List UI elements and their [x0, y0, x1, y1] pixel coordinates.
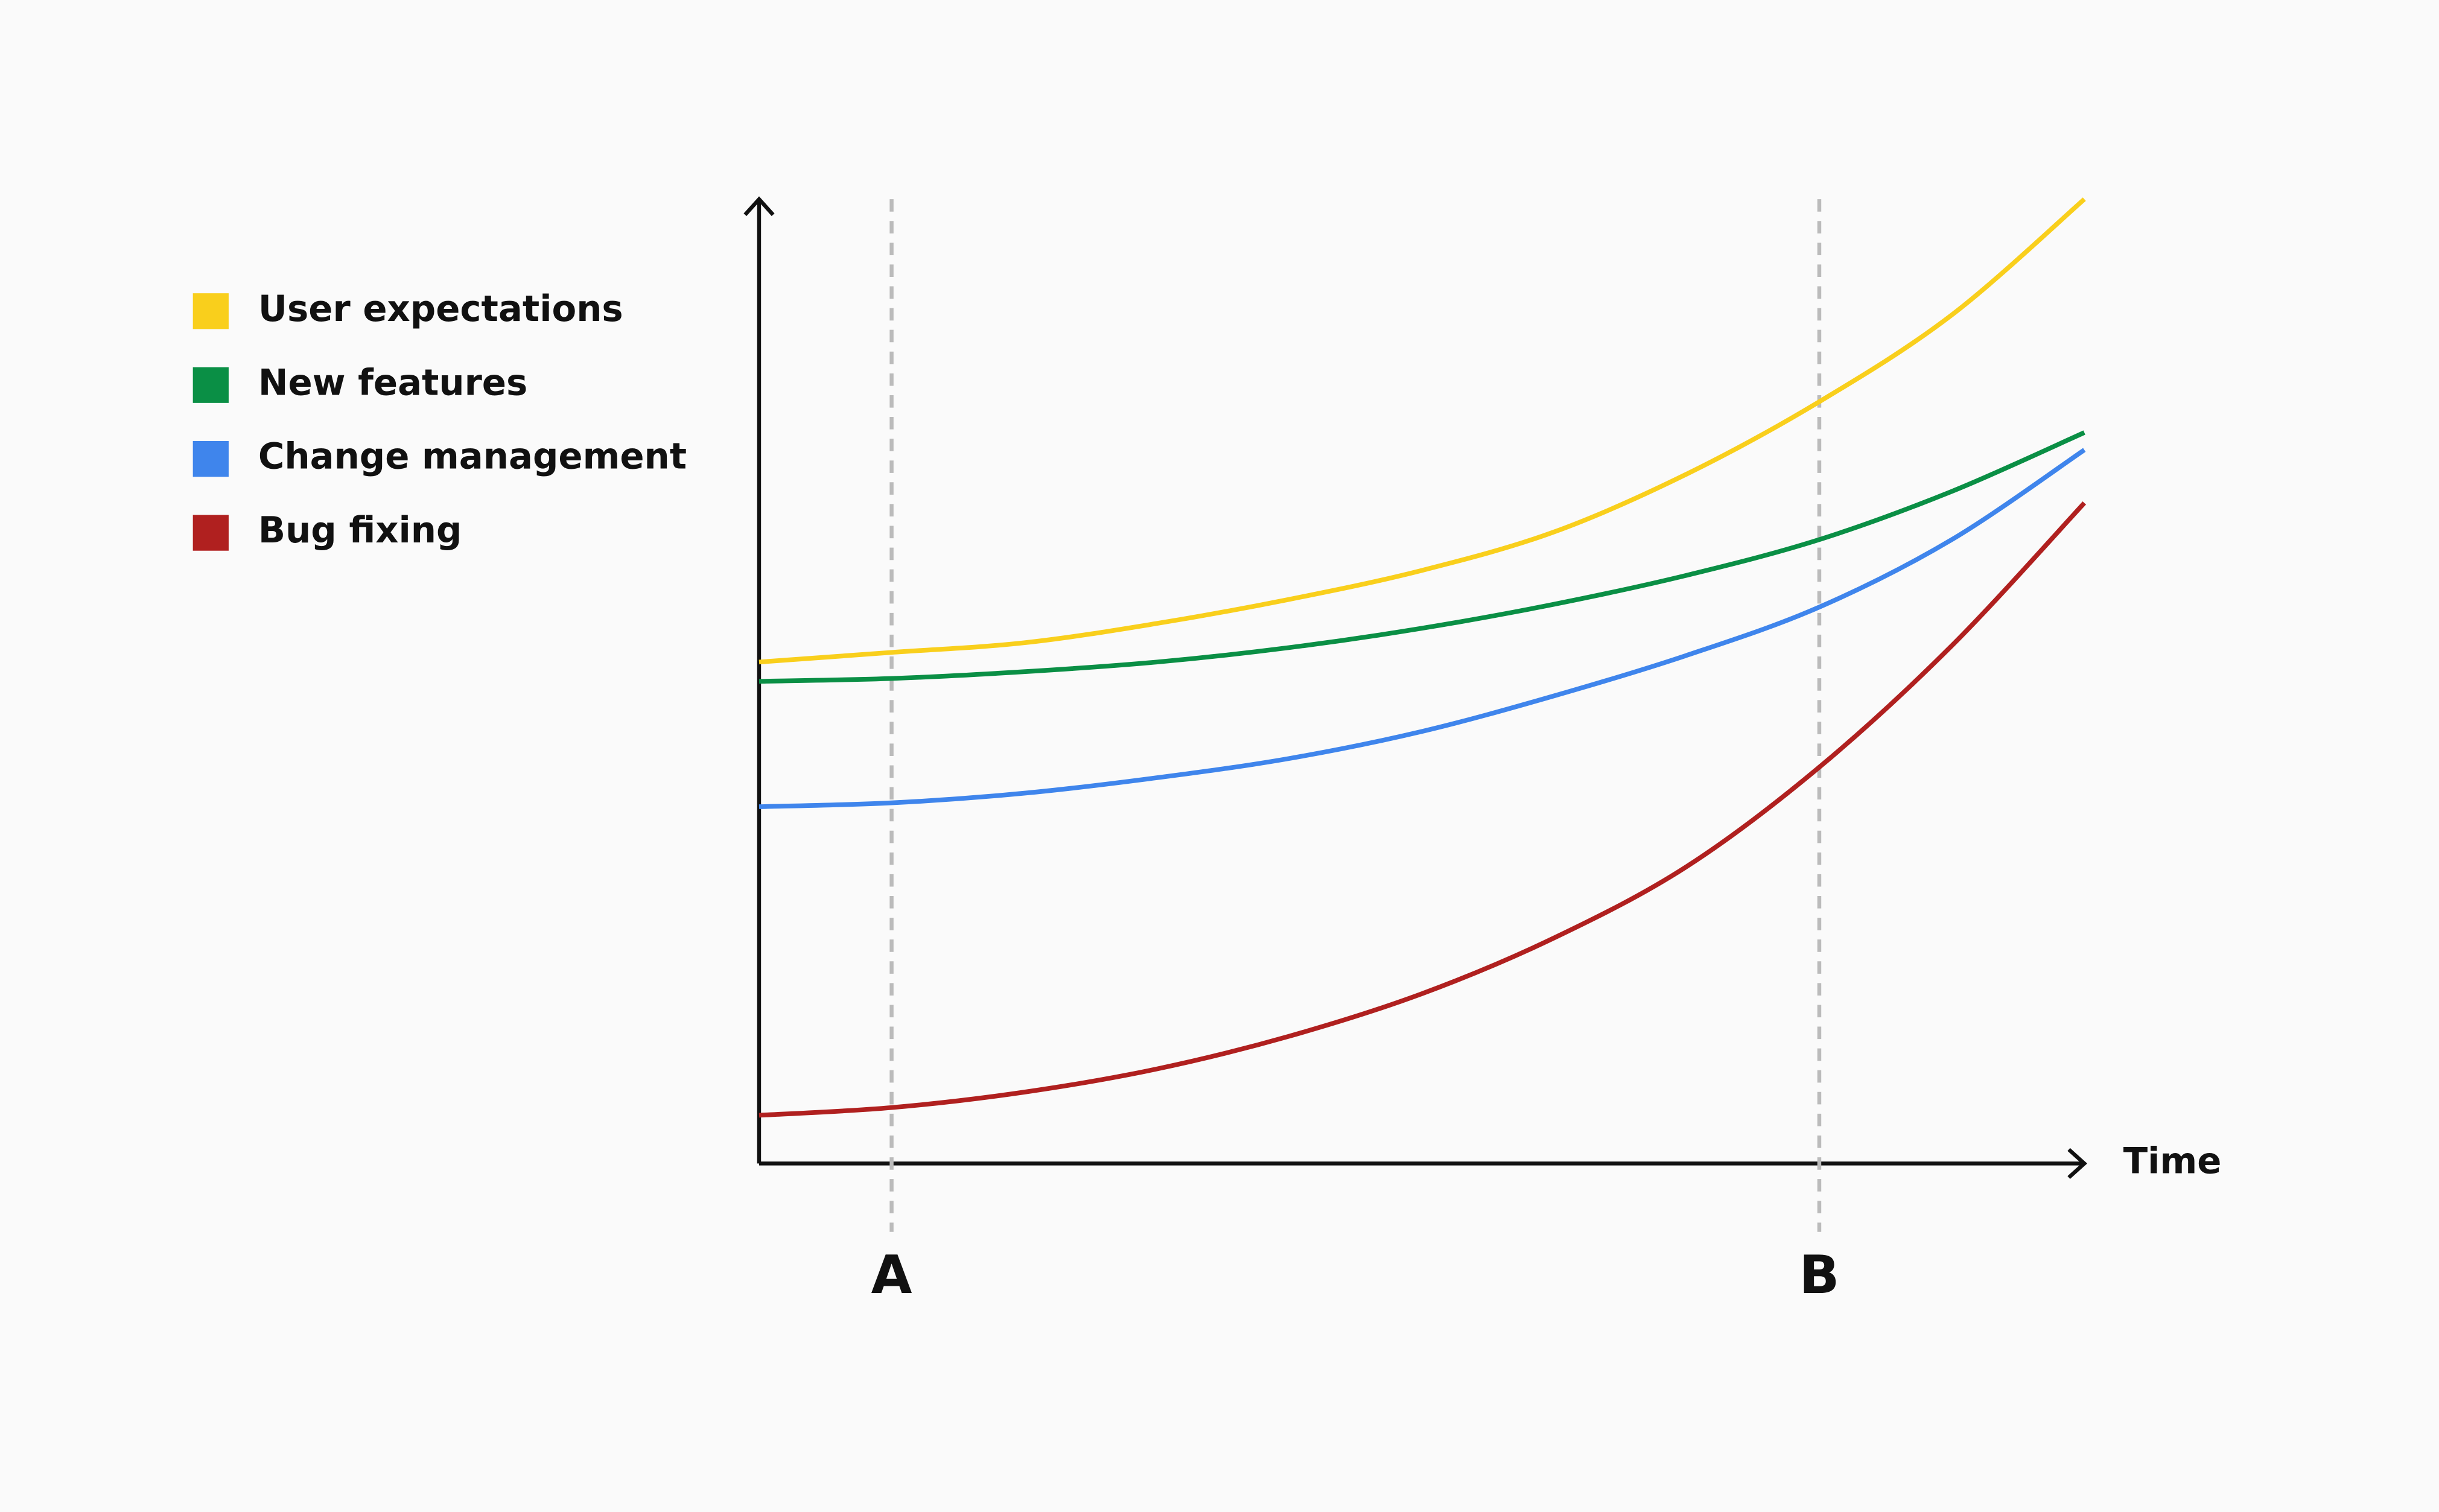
marker-label: B: [1799, 1244, 1840, 1306]
legend-label: New features: [258, 361, 527, 403]
series-line: [758, 501, 2087, 1118]
x-axis-label: Time: [2123, 1140, 2222, 1181]
legend-swatch: [192, 515, 229, 551]
legend-swatch: [192, 293, 229, 329]
y-axis-arrow: [743, 196, 775, 217]
legend-label: User expectations: [258, 288, 623, 329]
series-line: [758, 197, 2086, 665]
legend-swatch: [192, 367, 229, 403]
legend-swatch: [192, 440, 229, 477]
series-line: [758, 448, 2086, 809]
series-line: [758, 430, 2085, 684]
legend-label: Change management: [258, 436, 687, 477]
x-axis-arrow: [2067, 1148, 2088, 1179]
marker-label: A: [871, 1244, 912, 1306]
legend-label: Bug fixing: [258, 509, 462, 551]
